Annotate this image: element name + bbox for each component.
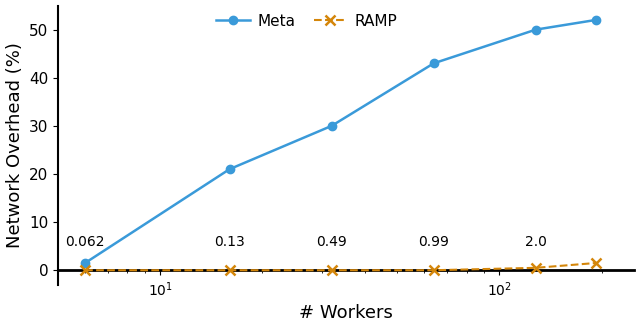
Text: 0.49: 0.49 <box>316 235 347 249</box>
Meta <box>592 18 600 22</box>
Meta <box>532 28 540 32</box>
Meta <box>226 167 234 171</box>
RAMP <box>328 268 335 272</box>
Line: Meta: Meta <box>81 16 600 267</box>
Text: 2.0: 2.0 <box>525 235 547 249</box>
Meta <box>328 124 335 128</box>
Line: RAMP: RAMP <box>80 258 600 275</box>
Legend: Meta, RAMP: Meta, RAMP <box>210 8 404 35</box>
X-axis label: # Workers: # Workers <box>300 304 393 322</box>
Text: 0.13: 0.13 <box>214 235 245 249</box>
Y-axis label: Network Overhead (%): Network Overhead (%) <box>6 42 24 248</box>
Text: 0.99: 0.99 <box>419 235 449 249</box>
Meta <box>430 61 438 65</box>
RAMP <box>226 268 234 272</box>
RAMP <box>430 268 438 272</box>
RAMP <box>532 266 540 270</box>
Meta <box>81 261 89 265</box>
Text: 0.062: 0.062 <box>65 235 105 249</box>
RAMP <box>81 268 89 272</box>
RAMP <box>592 261 600 265</box>
